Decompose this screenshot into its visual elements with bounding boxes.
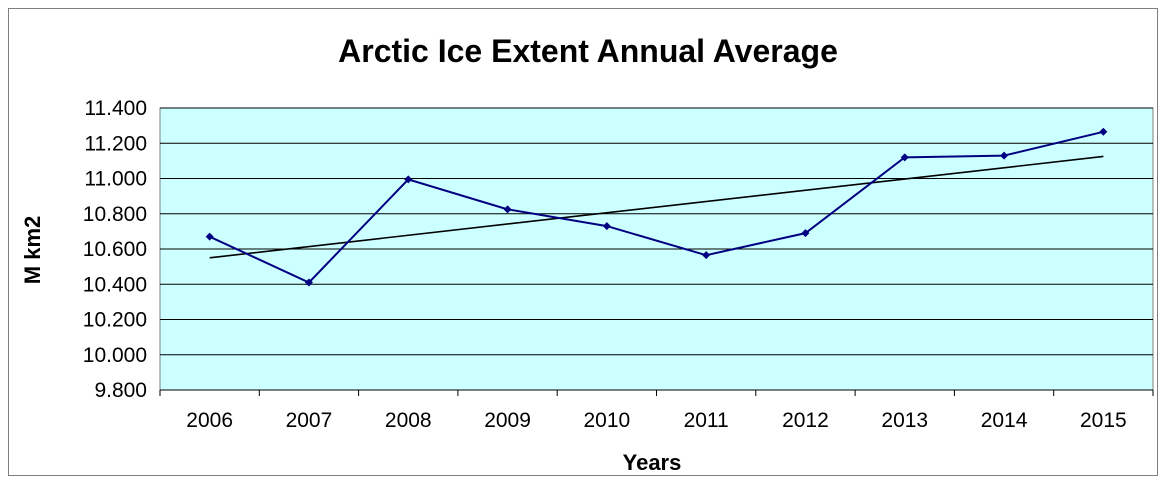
x-axis-label: Years — [623, 450, 682, 475]
data-point-marker — [304, 278, 313, 287]
x-tick-label: 2011 — [684, 409, 729, 432]
x-tick-label: 2006 — [186, 409, 233, 432]
data-point-marker — [503, 205, 512, 214]
y-tick-label: 10.600 — [83, 238, 147, 261]
x-tick-label: 2008 — [385, 409, 432, 432]
y-tick-label: 9.800 — [94, 379, 147, 402]
x-tick-label: 2014 — [981, 409, 1028, 432]
data-point-marker — [801, 229, 810, 238]
x-tick-marks — [159, 390, 1154, 396]
x-tick-label: 2010 — [583, 409, 630, 432]
y-tick-label: 10.200 — [83, 309, 147, 332]
data-point-marker — [900, 153, 909, 162]
trendline — [209, 155, 1104, 259]
x-tick-label: 2007 — [286, 409, 333, 432]
y-tick-label: 10.000 — [83, 344, 147, 367]
gridlines — [160, 107, 1153, 391]
data-point-marker — [602, 222, 611, 231]
y-tick-label: 10.800 — [83, 203, 147, 226]
x-tick-label: 2013 — [881, 409, 928, 432]
chart-title: Arctic Ice Extent Annual Average — [338, 33, 838, 69]
data-point-marker — [404, 175, 413, 184]
y-tick-labels: 9.800 10.000 10.200 10.400 10.600 10.800 11.00… — [83, 97, 147, 402]
data-point-marker — [205, 232, 214, 241]
data-markers — [205, 127, 1108, 287]
y-tick-label: 11.400 — [84, 97, 147, 120]
x-tick-label: 2012 — [782, 409, 829, 432]
x-tick-label: 2015 — [1080, 409, 1127, 432]
data-point-marker — [1000, 151, 1009, 160]
y-tick-label: 11.200 — [84, 132, 147, 155]
x-tick-label: 2009 — [484, 409, 531, 432]
y-tick-label: 10.400 — [83, 273, 147, 296]
series-line — [209, 130, 1104, 284]
x-tick-labels: 2006 2007 2008 2009 2010 2011 2012 2013 2014 2015 — [186, 409, 1126, 432]
y-tick-label: 11.000 — [84, 168, 147, 191]
data-point-marker — [1099, 127, 1108, 136]
y-axis-label: M km2 — [20, 216, 45, 284]
data-point-marker — [702, 251, 711, 260]
